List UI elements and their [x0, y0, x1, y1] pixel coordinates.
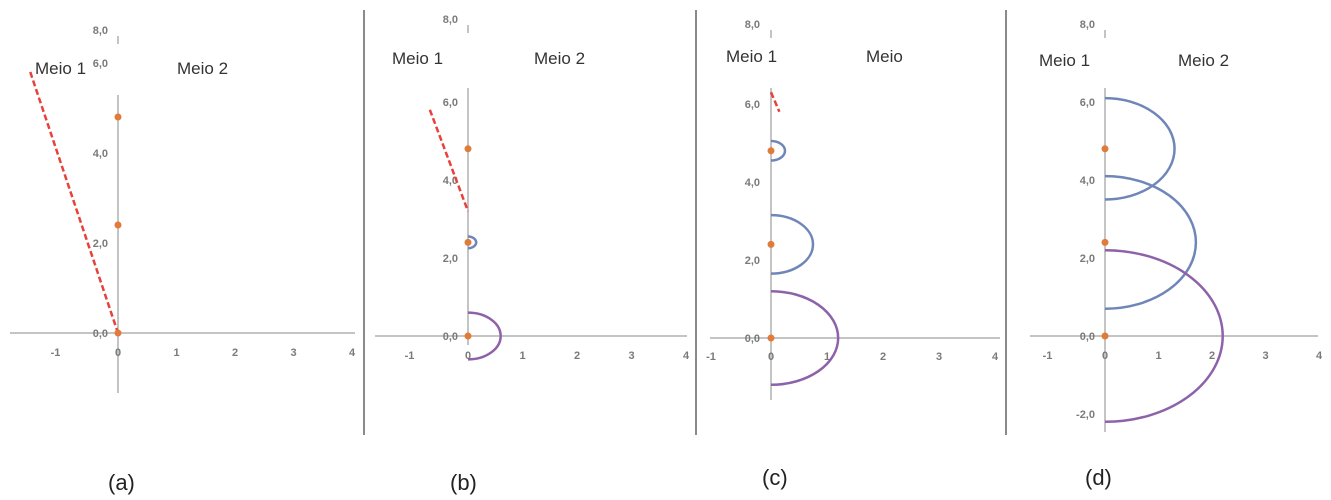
x-tick-label: -1	[1043, 350, 1053, 362]
medium-1-label: Meio 1	[392, 49, 443, 68]
x-tick-label: 3	[1262, 350, 1268, 362]
x-tick-label: 4	[683, 350, 690, 362]
wavefront-arc-1	[770, 139, 787, 162]
incident-ray	[29, 71, 120, 334]
y-tick-label: 0,0	[745, 333, 760, 345]
x-tick-label: 2	[574, 350, 580, 362]
source-point-1	[114, 113, 122, 121]
x-tick-label: 4	[349, 347, 356, 359]
y-tick-label: 2,0	[745, 255, 760, 267]
wavefront-arc-3	[770, 289, 840, 387]
x-tick-label: 0	[768, 351, 774, 363]
x-tick-label: -1	[405, 350, 415, 362]
panel-caption: (b)	[450, 470, 477, 495]
source-point-1	[1101, 145, 1109, 153]
y-tick-label: 6,0	[1080, 97, 1095, 109]
y-tick-label: 0,0	[93, 328, 108, 340]
source-point-2	[114, 221, 122, 229]
y-tick-label: 6,0	[443, 97, 458, 109]
panel-caption: (d)	[1085, 465, 1112, 490]
source-point-2	[464, 238, 472, 246]
y-tick-label: 8,0	[745, 19, 760, 31]
y-tick-label: -2,0	[1076, 409, 1095, 421]
panel-a: -1 0 1 2 3 4 0,0 2,0 4,0 6,0 8,0 Meio 1 Meio 2 (a)	[10, 25, 356, 495]
wavefront-arc-1	[1104, 96, 1176, 201]
x-tick-label: 4	[992, 351, 999, 363]
medium-1-label: Meio 1	[1039, 51, 1090, 70]
wavefront-arc-2	[467, 311, 502, 361]
medium-2-label: Meio 2	[534, 49, 585, 68]
y-tick-label: 6,0	[745, 99, 760, 111]
y-tick-label: 2,0	[93, 238, 108, 250]
y-tick-label: 6,0	[93, 58, 108, 70]
wavefront-arc-1	[467, 235, 478, 250]
source-point-1	[464, 145, 472, 153]
medium-1-label: Meio 1	[35, 59, 86, 78]
x-tick-label: 4	[1316, 350, 1323, 362]
x-tick-label: -1	[51, 347, 61, 359]
source-point-3	[1101, 332, 1109, 340]
source-point-3	[114, 329, 122, 337]
y-tick-label: 8,0	[93, 25, 108, 37]
y-tick-label: 8,0	[1080, 19, 1095, 31]
medium-2-label: Meio	[866, 47, 903, 66]
medium-1-label: Meio 1	[726, 47, 777, 66]
incident-ray	[769, 91, 781, 113]
wavefront-arc-3	[1104, 248, 1224, 424]
panel-caption: (a)	[108, 470, 135, 495]
y-tick-label: 4,0	[745, 177, 760, 189]
x-tick-label: 0	[115, 347, 121, 359]
y-tick-label: 0,0	[1080, 331, 1095, 343]
y-tick-label: 0,0	[443, 331, 458, 343]
panel-c: -1 0 1 2 3 4 0,0 2,0 4,0 6,0 8,0 Meio 1 Meio (c)	[706, 19, 1000, 490]
x-tick-label: 3	[290, 347, 296, 359]
wavefront-arc-2	[770, 213, 815, 275]
panel-d: -1 0 1 2 3 4 -2,0 0,0 2,0 4,0 6,0 8,0 Meio 1 Meio 2 (d…	[1030, 19, 1323, 490]
x-tick-label: 0	[1102, 350, 1108, 362]
source-point-2	[767, 240, 775, 248]
source-point-3	[464, 332, 472, 340]
x-tick-label: 1	[519, 350, 525, 362]
x-tick-label: 0	[465, 350, 471, 362]
source-point-2	[1101, 238, 1109, 246]
y-tick-label: 2,0	[443, 253, 458, 265]
medium-2-label: Meio 2	[177, 59, 228, 78]
panel-dividers	[363, 10, 1007, 435]
y-tick-label: 2,0	[1080, 253, 1095, 265]
x-tick-label: 1	[1155, 350, 1161, 362]
panel-caption: (c)	[762, 465, 788, 490]
x-tick-label: 3	[628, 350, 634, 362]
incident-ray	[428, 109, 470, 212]
y-tick-label: 4,0	[93, 148, 108, 160]
y-tick-label: 4,0	[1080, 175, 1095, 187]
wavefront-arc-2	[1104, 174, 1198, 310]
x-tick-label: 3	[936, 351, 942, 363]
x-tick-label: 2	[880, 351, 886, 363]
y-tick-label: 8,0	[443, 14, 458, 26]
source-point-1	[767, 147, 775, 155]
medium-2-label: Meio 2	[1178, 51, 1229, 70]
x-tick-label: 2	[232, 347, 238, 359]
x-tick-label: 2	[1209, 350, 1215, 362]
source-point-3	[767, 334, 775, 342]
x-tick-label: 1	[824, 351, 830, 363]
x-tick-label: 1	[173, 347, 179, 359]
x-tick-label: -1	[706, 351, 716, 363]
